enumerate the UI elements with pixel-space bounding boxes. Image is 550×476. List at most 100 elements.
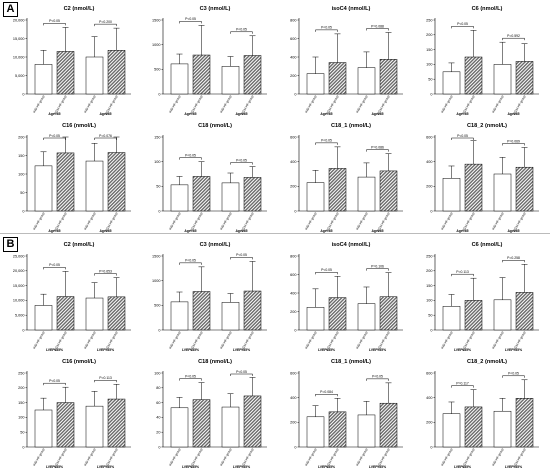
x-category-label: IHD-HF group (355, 211, 368, 230)
x-category-label: IHD-HF group (491, 447, 504, 466)
y-tick-label: 5,000 (15, 74, 25, 78)
x-category-label: IHD-HF group (32, 330, 45, 349)
bar-dcm (56, 51, 75, 95)
y-tick-label: 600 (290, 135, 296, 139)
y-tick-label: 10,000 (13, 55, 25, 59)
y-tick-label: 400 (290, 396, 296, 400)
y-tick-label: 50 (156, 185, 160, 189)
y-tick-label: 50 (20, 431, 24, 435)
y-tick-label: 1500 (152, 254, 160, 258)
y-tick-label: 200 (290, 74, 296, 78)
chart-title: C6 (nmol/L) (472, 242, 503, 248)
y-tick-label: 200 (426, 33, 432, 37)
group-label: Age<65 (48, 112, 60, 116)
x-category-label: IHD-HF group (219, 330, 232, 349)
significance-bracket (179, 378, 202, 381)
bar-dcm (56, 402, 75, 448)
x-category-label: IHD-HF group (491, 330, 504, 349)
bar-dcm (464, 300, 483, 331)
panel-label-b: B (3, 237, 18, 252)
significance-bracket (94, 23, 117, 27)
y-tick-label: 600 (426, 135, 432, 139)
y-tick-label: 600 (290, 37, 296, 41)
y-tick-label: 20,000 (13, 269, 25, 273)
bar-ihd (85, 405, 104, 448)
group-label: LVEF≤35% (182, 348, 199, 352)
bar-ihd (85, 160, 104, 212)
x-category-label: IHD-HF group (355, 447, 368, 466)
p-value-label: P<0.05 (321, 26, 332, 30)
group-label: LVEF≤35% (318, 348, 335, 352)
x-category-label: IHD-HF group (83, 447, 96, 466)
bar-ihd (493, 410, 512, 448)
y-tick-label: 0 (158, 445, 160, 449)
group-label: LVEF>35% (505, 465, 522, 469)
p-value-label: P<0.05 (321, 139, 332, 143)
group-label: Age<65 (48, 229, 60, 233)
significance-bracket (94, 379, 117, 383)
group-label: Age≥65 (507, 229, 519, 233)
bar-dcm (107, 398, 126, 448)
bar-ihd (493, 64, 512, 95)
y-tick-label: 400 (290, 160, 296, 164)
significance-bracket (315, 394, 338, 397)
y-tick-label: 0 (430, 328, 432, 332)
y-tick-label: 500 (154, 68, 160, 72)
significance-bracket (451, 273, 474, 277)
bar-ihd (442, 71, 461, 95)
y-tick-label: 0 (294, 445, 296, 449)
bar-ihd (442, 306, 461, 331)
bar-dcm (515, 292, 534, 331)
bar-ihd (221, 302, 240, 331)
y-tick-label: 5,000 (15, 314, 25, 318)
significance-bracket (502, 260, 525, 263)
y-tick-label: 0 (22, 209, 24, 213)
p-value-label: P<0.05 (321, 268, 332, 272)
p-value-label: P=0.076 (99, 134, 112, 138)
bar-ihd (221, 406, 240, 448)
bar-dcm (243, 177, 262, 212)
p-value-label: P<0.05 (236, 28, 247, 32)
group-label: Age<65 (184, 229, 196, 233)
y-tick-label: 500 (154, 304, 160, 308)
chart-title: isoC4 (nmol/L) (332, 6, 371, 12)
significance-bracket (179, 21, 202, 24)
group-label: Age≥65 (371, 229, 383, 233)
bar-dcm (243, 55, 262, 95)
bar-dcm (56, 296, 75, 331)
y-tick-label: 0 (430, 92, 432, 96)
x-category-label: IHD-HF group (355, 94, 368, 113)
y-tick-label: 0 (430, 445, 432, 449)
significance-bracket (451, 26, 474, 29)
y-tick-label: 0 (22, 328, 24, 332)
y-tick-label: 200 (426, 269, 432, 273)
significance-bracket (179, 262, 202, 265)
p-value-label: P=0.653 (99, 269, 112, 273)
y-tick-label: 200 (18, 135, 24, 139)
y-tick-label: 0 (294, 328, 296, 332)
panel-label-a: A (3, 2, 18, 17)
p-value-label: P<0.05 (185, 17, 196, 21)
group-label: Age≥65 (507, 112, 519, 116)
y-tick-label: 150 (18, 401, 24, 405)
y-tick-label: 10,000 (13, 299, 25, 303)
group-label: LVEF>35% (505, 348, 522, 352)
x-category-label: IHD-HF group (304, 94, 317, 113)
significance-bracket (451, 385, 474, 388)
x-category-label: IHD-HF group (32, 211, 45, 230)
x-category-label: IHD-HF group (491, 211, 504, 230)
bar-dcm (192, 176, 211, 212)
p-value-label: P<0.05 (236, 370, 247, 374)
bar-chart: C2 (nmol/L) 0 5,000 10,000 15,000 20,000 IHD-H… (13, 6, 131, 116)
group-label: LVEF≤35% (182, 465, 199, 469)
group-label: LVEF>35% (233, 348, 250, 352)
significance-bracket (315, 142, 338, 145)
significance-bracket (502, 143, 525, 146)
p-value-label: P<0.05 (185, 374, 196, 378)
bar-ihd (170, 184, 189, 212)
